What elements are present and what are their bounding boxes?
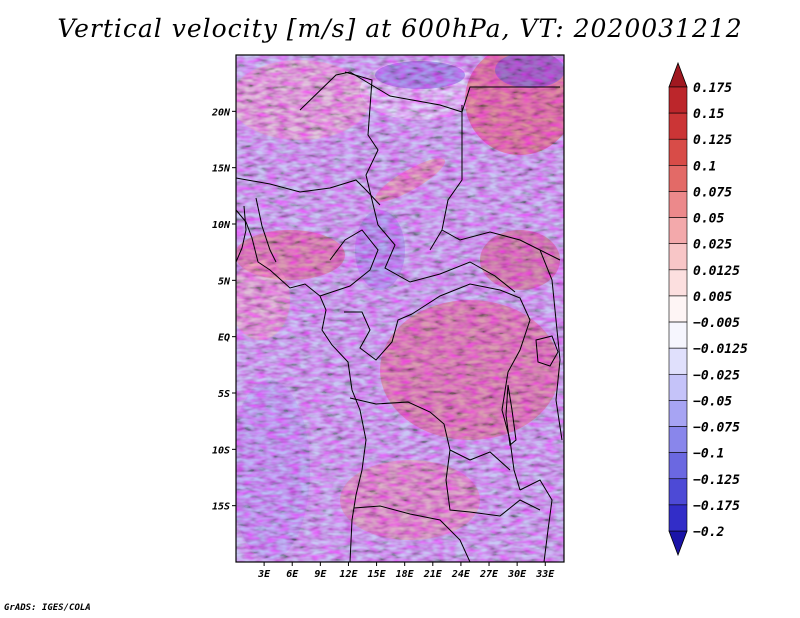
- border-egypt-sudan: [461, 86, 560, 113]
- border-drc-south: [469, 451, 511, 471]
- credit-label: GrADS: IGES/COLA: [4, 603, 91, 613]
- x-tick-label: 15E: [368, 569, 387, 580]
- border-car: [377, 224, 516, 293]
- x-tick-label: 33E: [535, 569, 555, 580]
- colorbar-segment: [668, 347, 688, 375]
- border-west-africa: [255, 197, 277, 263]
- lake-tanganyika: [505, 384, 517, 446]
- x-tick-label: 3E: [257, 569, 271, 580]
- x-tick-label: 18E: [396, 569, 415, 580]
- border-nigeria-benin: [236, 205, 247, 263]
- border-drc-north: [411, 283, 531, 321]
- border-cameroon: [319, 229, 379, 297]
- colorbar-label: 0.005: [693, 290, 732, 305]
- colorbar-segment: [668, 86, 688, 114]
- colorbar-label: −0.125: [693, 473, 740, 488]
- colorbar-segment: [668, 138, 688, 166]
- colorbar-label: −0.1: [693, 447, 724, 462]
- border-sudan-south: [441, 229, 561, 261]
- colorbar-segment: [668, 426, 688, 453]
- colorbar-label: −0.025: [693, 368, 740, 383]
- border-chad-sudan: [429, 105, 463, 251]
- colorbar-label: −0.175: [693, 499, 740, 514]
- colorbar-label: −0.05: [693, 394, 732, 409]
- colorbar-label: 0.15: [693, 107, 724, 122]
- colorbar-segment: [668, 112, 688, 140]
- colorbar-segment: [668, 478, 688, 506]
- colorbar-segment: [668, 165, 688, 192]
- border-angola-south: [353, 505, 471, 562]
- x-tick-label: 12E: [339, 569, 358, 580]
- y-tick-label: 10N: [212, 220, 231, 231]
- colorbar-segment: [668, 321, 688, 349]
- x-tick-label: 30E: [507, 569, 527, 580]
- colorbar-label: 0.0125: [693, 264, 740, 279]
- axes-layer: 3E 6E 9E 12E 15E 18E 21E 24E 27E 30E 33E 20N 15N 10N 5…: [211, 107, 555, 580]
- colorbar-segment: [668, 269, 688, 297]
- colorbar-label: 0.175: [693, 81, 732, 96]
- colorbar-segment: [668, 504, 688, 532]
- chart-title: Vertical velocity [m/s] at 600hPa, VT: 2…: [57, 14, 743, 43]
- colorbar-label: −0.005: [693, 316, 740, 331]
- y-tick-label: 15S: [212, 502, 230, 513]
- colorbar-label: −0.075: [693, 421, 740, 436]
- border-zambia: [445, 449, 541, 517]
- colorbar-segment: [668, 400, 688, 427]
- colorbar-label: 0.025: [693, 238, 732, 253]
- plot-frame: [235, 54, 565, 563]
- colorbar-label: −0.0125: [693, 342, 748, 357]
- colorbar-label: 0.075: [693, 185, 732, 200]
- y-tick-label: 20N: [211, 107, 231, 118]
- colorbar-segment: [668, 452, 688, 480]
- border-east-lakes: [501, 319, 531, 491]
- border-east-africa: [539, 249, 563, 441]
- x-tick-label: 9E: [314, 569, 327, 580]
- colorbar-segment: [668, 373, 688, 401]
- y-tick-label: 5N: [218, 276, 231, 287]
- colorbar-top-arrow: [668, 61, 688, 88]
- colorbar-segment: [668, 243, 688, 271]
- colorbar-label: 0.05: [693, 212, 724, 227]
- colorbar-label: −0.2: [693, 525, 724, 540]
- field-layer: [236, 55, 564, 562]
- border-libya-chad: [299, 71, 463, 113]
- colorbar-label: 0.1: [693, 159, 716, 174]
- y-tick-label: EQ: [218, 333, 230, 344]
- y-tick-label: 10S: [212, 445, 230, 456]
- y-tick-label: 5S: [218, 389, 230, 400]
- border-mozambique: [519, 479, 553, 562]
- colorbar-segment: [668, 217, 688, 245]
- colorbar-bottom-arrow: [668, 530, 688, 557]
- colorbar: 0.175 0.15 0.125 0.1 0.075 0.05 0.025 0.0125 0.0…: [668, 61, 748, 557]
- colorbar-segment: [668, 191, 688, 218]
- x-tick-label: 21E: [423, 569, 443, 580]
- colorbar-segment: [668, 295, 688, 323]
- lake-victoria: [535, 335, 559, 367]
- x-tick-label: 27E: [479, 569, 499, 580]
- border-sahel: [236, 177, 381, 206]
- y-tick-label: 15N: [212, 164, 231, 175]
- colorbar-label: 0.125: [693, 133, 732, 148]
- x-tick-label: 6E: [286, 569, 299, 580]
- border-gabon-congo: [344, 311, 413, 361]
- field-texture: [236, 55, 564, 562]
- coastline: [236, 209, 367, 562]
- x-tick-label: 24E: [451, 569, 471, 580]
- borders-layer: [236, 71, 563, 562]
- border-niger-chad: [344, 71, 379, 226]
